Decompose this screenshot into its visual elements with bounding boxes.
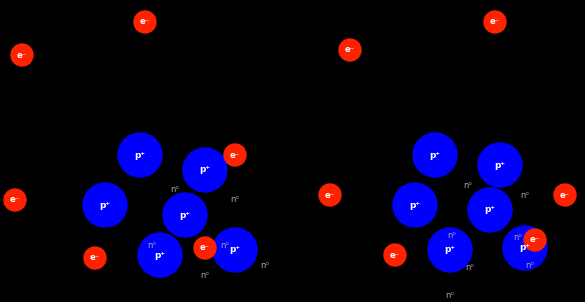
Text: n⁰: n⁰ xyxy=(230,195,239,204)
Text: p⁺: p⁺ xyxy=(429,150,441,159)
Circle shape xyxy=(478,143,522,187)
Text: n⁰: n⁰ xyxy=(464,181,472,189)
Circle shape xyxy=(428,228,472,272)
Text: e⁻: e⁻ xyxy=(530,236,540,245)
Circle shape xyxy=(134,11,156,33)
Circle shape xyxy=(393,183,437,227)
Text: p⁺: p⁺ xyxy=(229,246,240,255)
Circle shape xyxy=(503,226,547,270)
Circle shape xyxy=(4,189,26,211)
Text: p⁺: p⁺ xyxy=(180,210,191,220)
Text: e⁻: e⁻ xyxy=(345,46,355,54)
Circle shape xyxy=(183,148,227,192)
Text: n⁰: n⁰ xyxy=(521,191,529,200)
Circle shape xyxy=(339,39,361,61)
Text: n⁰: n⁰ xyxy=(171,185,180,194)
Text: e⁻: e⁻ xyxy=(17,50,27,59)
Text: p⁺: p⁺ xyxy=(519,243,531,252)
Circle shape xyxy=(84,247,106,269)
Circle shape xyxy=(384,244,406,266)
Text: n⁰: n⁰ xyxy=(147,240,156,249)
Circle shape xyxy=(83,183,127,227)
Text: n⁰: n⁰ xyxy=(466,264,474,272)
Text: n⁰: n⁰ xyxy=(446,291,455,300)
Text: p⁺: p⁺ xyxy=(484,205,495,214)
Text: e⁻: e⁻ xyxy=(560,191,570,200)
Text: e⁻: e⁻ xyxy=(200,243,210,252)
Text: n⁰: n⁰ xyxy=(221,240,229,249)
Text: n⁰: n⁰ xyxy=(514,233,522,243)
Circle shape xyxy=(11,44,33,66)
Text: p⁺: p⁺ xyxy=(410,201,421,210)
Circle shape xyxy=(484,11,506,33)
Text: e⁻: e⁻ xyxy=(230,150,240,159)
Circle shape xyxy=(554,184,576,206)
Circle shape xyxy=(413,133,457,177)
Text: n⁰: n⁰ xyxy=(201,271,209,279)
Text: e⁻: e⁻ xyxy=(10,195,20,204)
Circle shape xyxy=(213,228,257,272)
Text: p⁺: p⁺ xyxy=(154,250,166,259)
Text: p⁺: p⁺ xyxy=(99,201,111,210)
Circle shape xyxy=(163,193,207,237)
Text: e⁻: e⁻ xyxy=(140,18,150,27)
Circle shape xyxy=(468,188,512,232)
Text: e⁻: e⁻ xyxy=(390,250,400,259)
Circle shape xyxy=(138,233,182,277)
Circle shape xyxy=(224,144,246,166)
Text: n⁰: n⁰ xyxy=(261,261,269,269)
Text: p⁺: p⁺ xyxy=(199,165,211,175)
Circle shape xyxy=(319,184,341,206)
Text: e⁻: e⁻ xyxy=(325,191,335,200)
Text: e⁻: e⁻ xyxy=(90,253,100,262)
Text: n⁰: n⁰ xyxy=(448,230,456,239)
Text: e⁻: e⁻ xyxy=(490,18,500,27)
Circle shape xyxy=(194,237,216,259)
Text: p⁺: p⁺ xyxy=(494,160,505,169)
Text: p⁺: p⁺ xyxy=(445,246,456,255)
Text: p⁺: p⁺ xyxy=(135,150,146,159)
Circle shape xyxy=(118,133,162,177)
Circle shape xyxy=(524,229,546,251)
Text: n⁰: n⁰ xyxy=(526,261,534,269)
